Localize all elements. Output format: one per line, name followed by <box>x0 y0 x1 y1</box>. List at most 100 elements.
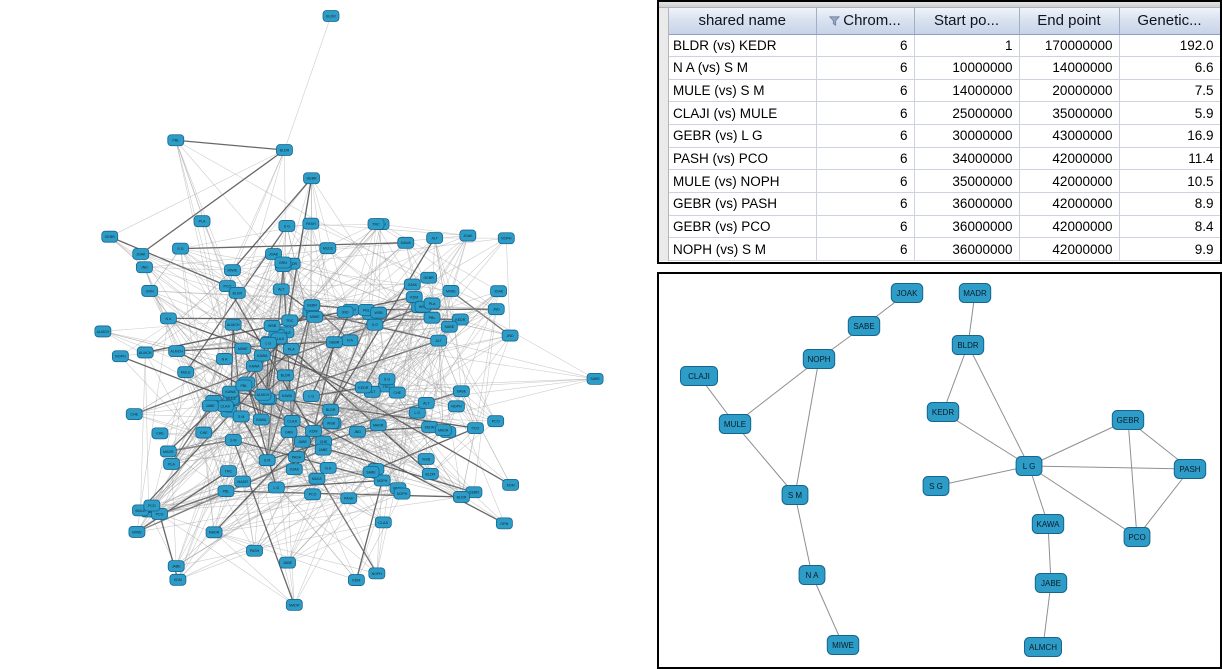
network-node[interactable]: S G <box>378 373 396 386</box>
cell-shared_name[interactable]: CLAJI (vs) MULE <box>669 101 817 126</box>
network-node[interactable]: PLA <box>163 458 180 470</box>
cell-start_point[interactable]: 14000000 <box>914 79 1020 103</box>
network-node[interactable]: L G <box>1015 456 1043 476</box>
network-node[interactable]: CHE <box>195 426 213 439</box>
node-shape[interactable] <box>680 366 718 386</box>
network-node[interactable]: N A <box>319 461 337 474</box>
node-shape[interactable] <box>224 434 242 446</box>
network-node[interactable]: ALMCH <box>94 325 112 338</box>
node-shape[interactable] <box>423 311 441 324</box>
network-edge[interactable] <box>794 358 820 496</box>
node-shape[interactable] <box>442 285 460 297</box>
table-row[interactable]: PASH (vs) PCO 6 34000000 42000000 11.4 <box>669 147 1220 171</box>
cell-end_point[interactable]: 43000000 <box>1019 124 1120 148</box>
node-shape[interactable] <box>355 381 372 394</box>
network-node[interactable]: CHE <box>125 408 143 421</box>
network-node[interactable]: S G <box>366 318 384 331</box>
node-shape[interactable] <box>586 372 604 385</box>
cell-shared_name[interactable]: BLDR (vs) KEDR <box>669 34 817 58</box>
network-node[interactable]: L G <box>267 481 285 494</box>
node-shape[interactable] <box>272 283 290 296</box>
node-shape[interactable] <box>282 343 300 355</box>
node-shape[interactable] <box>322 417 340 430</box>
network-edge[interactable] <box>967 344 1030 467</box>
node-shape[interactable] <box>246 544 263 557</box>
network-node[interactable]: MADR <box>205 526 223 539</box>
node-shape[interactable] <box>958 283 992 303</box>
node-shape[interactable] <box>490 285 507 298</box>
cell-start_point[interactable]: 35000000 <box>914 169 1020 193</box>
cell-genetic_distance[interactable]: 11.4 <box>1119 147 1220 171</box>
node-shape[interactable] <box>276 369 294 382</box>
cell-shared_name[interactable]: GEBR (vs) PCO <box>669 215 817 239</box>
node-shape[interactable] <box>459 229 477 242</box>
node-shape[interactable] <box>1173 459 1207 479</box>
network-node[interactable]: JOAK <box>132 248 150 260</box>
network-node[interactable]: BLDR <box>322 10 340 22</box>
node-shape[interactable] <box>201 399 219 412</box>
node-shape[interactable] <box>467 422 484 435</box>
network-node[interactable]: ALT <box>417 397 435 409</box>
network-node[interactable]: S M <box>224 434 242 446</box>
node-shape[interactable] <box>151 427 169 440</box>
network-node[interactable]: MIWE <box>826 635 860 655</box>
cell-chromosome[interactable]: 6 <box>816 147 915 171</box>
cell-shared_name[interactable]: NOPH (vs) S M <box>669 237 817 261</box>
node-shape[interactable] <box>802 349 836 369</box>
node-shape[interactable] <box>254 388 272 401</box>
network-node[interactable]: N A <box>341 334 359 347</box>
node-shape[interactable] <box>369 419 387 432</box>
network-node[interactable]: JND <box>501 329 519 342</box>
node-shape[interactable] <box>417 397 435 409</box>
network-node[interactable]: JOAK <box>459 229 477 242</box>
network-node[interactable]: SABE <box>847 316 881 336</box>
node-shape[interactable] <box>1024 637 1062 657</box>
network-edge[interactable] <box>1136 468 1191 538</box>
cell-shared_name[interactable]: GEBR (vs) L G <box>669 124 817 148</box>
node-shape[interactable] <box>393 487 411 500</box>
node-shape[interactable] <box>388 386 406 399</box>
network-node[interactable]: BLDR <box>453 491 470 503</box>
network-node[interactable]: CLAJI <box>680 366 718 386</box>
node-shape[interactable] <box>172 242 189 255</box>
network-node[interactable]: L G <box>259 336 277 349</box>
network-node[interactable]: S M <box>781 485 809 505</box>
network-node[interactable]: MIWE <box>128 526 146 538</box>
network-node[interactable]: CLAJI <box>374 516 392 529</box>
node-shape[interactable] <box>228 286 246 299</box>
table-row[interactable]: MULE (vs) NOPH 6 35000000 42000000 10.5 <box>669 169 1220 193</box>
network-node[interactable]: CHE <box>388 386 406 399</box>
cell-chromosome[interactable]: 6 <box>816 79 915 103</box>
node-shape[interactable] <box>426 232 444 244</box>
network-node[interactable]: JABE <box>314 443 332 456</box>
cell-genetic_distance[interactable]: 8.4 <box>1119 215 1220 239</box>
node-shape[interactable] <box>193 215 211 228</box>
network-node[interactable]: MADR <box>285 598 303 611</box>
node-shape[interactable] <box>453 491 470 503</box>
network-node[interactable]: BLDR <box>276 144 293 156</box>
network-node[interactable]: MADR <box>434 424 452 437</box>
node-shape[interactable] <box>434 424 452 437</box>
network-node[interactable]: WSB <box>417 453 435 465</box>
network-node[interactable]: MULE <box>308 472 326 485</box>
network-node[interactable]: KDM <box>305 425 322 437</box>
network-node[interactable]: GRN <box>280 426 298 438</box>
node-shape[interactable] <box>495 517 513 530</box>
node-shape[interactable] <box>222 385 239 398</box>
column-header-chromosome[interactable]: Chrom... <box>816 8 915 35</box>
network-node[interactable]: JND <box>349 425 366 438</box>
network-node[interactable]: NOPH <box>393 487 411 500</box>
cell-end_point[interactable]: 42000000 <box>1019 169 1120 193</box>
node-shape[interactable] <box>718 414 752 434</box>
network-node[interactable]: S G <box>172 242 189 255</box>
node-shape[interactable] <box>302 217 320 230</box>
node-shape[interactable] <box>303 299 321 312</box>
cell-chromosome[interactable]: 6 <box>816 34 915 58</box>
network-node[interactable]: ALMCH <box>254 388 272 401</box>
network-node[interactable]: PLA <box>282 343 300 355</box>
node-shape[interactable] <box>281 314 299 327</box>
node-shape[interactable] <box>308 472 326 485</box>
cell-start_point[interactable]: 36000000 <box>914 237 1020 261</box>
node-shape[interactable] <box>349 425 366 438</box>
node-shape[interactable] <box>276 144 293 156</box>
